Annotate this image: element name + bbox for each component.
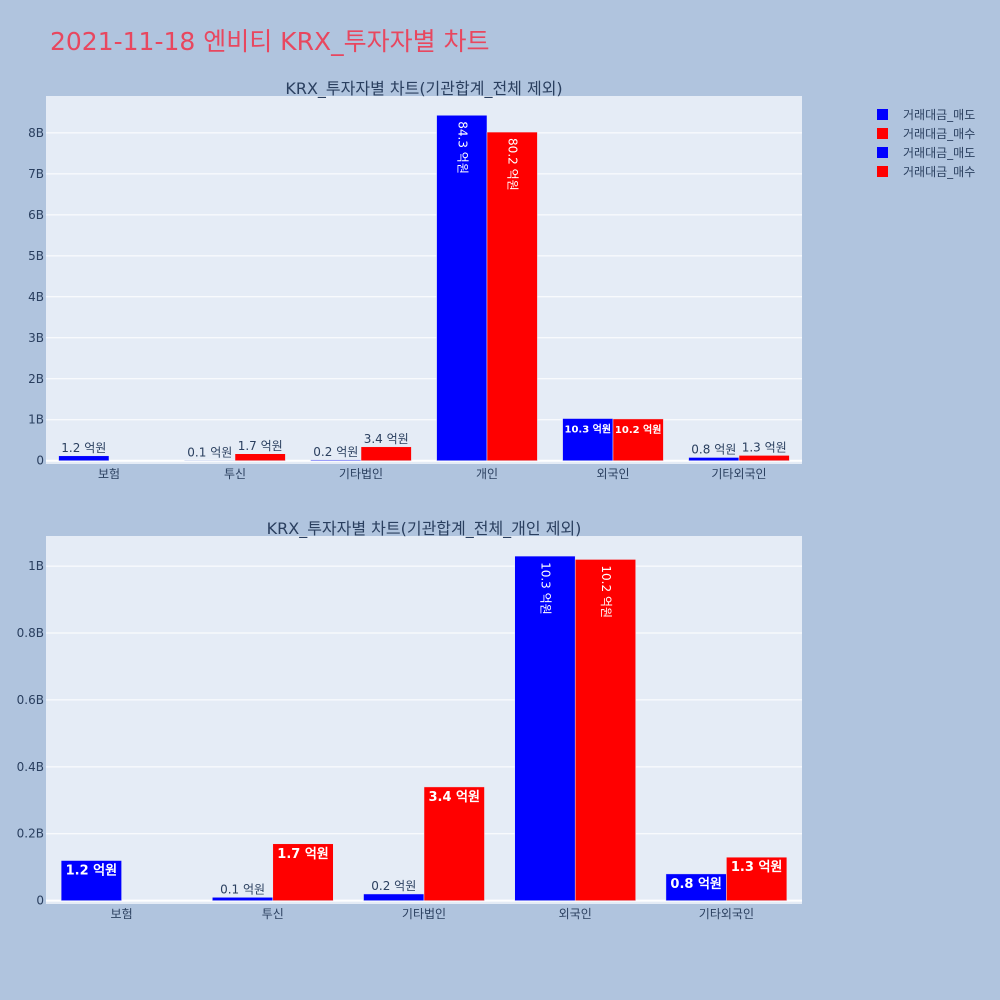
x-tick-label: 보험 — [111, 907, 133, 921]
y-tick-label: 5B — [28, 249, 44, 263]
y-tick-label: 0.4B — [17, 760, 44, 774]
bar-sell — [58, 455, 110, 461]
bar-sell — [514, 555, 576, 901]
y-tick-label: 1B — [28, 559, 44, 573]
bar-buy — [423, 786, 485, 901]
data-label: 10.2 억원 — [615, 423, 662, 436]
chart-institution-individual-excluded: 0 0.2B 0.4B 0.6B 0.8B 1B KRX_투자자별 차트(기관합계_전체_개… — [17, 519, 802, 921]
legend-label[interactable]: 거래대금_매도 — [903, 108, 975, 122]
bar-buy — [234, 453, 286, 461]
chart-title: KRX_투자자별 차트(기관합계_전체_개인 제외) — [267, 519, 582, 539]
bar-buy — [726, 856, 788, 901]
data-label: 1.3 억원 — [742, 440, 787, 454]
bar-buy — [272, 843, 334, 901]
x-tick-label: 외국인 — [559, 907, 592, 921]
data-label: 84.3 억원 — [455, 121, 469, 174]
legend-swatch[interactable] — [877, 166, 888, 177]
data-label: 0.1 억원 — [220, 882, 265, 896]
data-label: 0.8 억원 — [691, 442, 736, 456]
bar-sell — [310, 459, 362, 461]
data-label: 3.4 억원 — [428, 790, 479, 805]
plot-area — [46, 96, 802, 464]
y-tick-label: 2B — [28, 372, 44, 386]
x-tick-label: 기타법인 — [339, 467, 383, 481]
legend-swatch[interactable] — [877, 109, 888, 120]
bar-sell — [60, 860, 122, 901]
x-tick-label: 투신 — [262, 907, 284, 921]
legend-label[interactable]: 거래대금_매도 — [903, 146, 975, 160]
bar-buy — [574, 559, 636, 901]
bar-sell — [665, 873, 727, 901]
data-label: 1.2 억원 — [61, 441, 106, 455]
data-label: 80.2 억원 — [506, 138, 520, 191]
y-tick-label: 8B — [28, 126, 44, 140]
y-tick-label: 0 — [36, 454, 44, 468]
x-tick-label: 기타법인 — [402, 907, 446, 921]
bar-buy — [360, 446, 412, 461]
bar-buy — [486, 131, 538, 461]
x-tick-label: 기타외국인 — [711, 467, 766, 481]
y-tick-label: 0 — [36, 894, 44, 908]
bar-buy — [738, 455, 790, 461]
data-label: 10.3 억원 — [538, 562, 552, 615]
y-tick-label: 0.2B — [17, 827, 44, 841]
bar-sell — [212, 897, 274, 901]
x-tick-label: 외국인 — [596, 467, 629, 481]
data-label: 0.2 억원 — [313, 445, 358, 459]
data-label: 1.7 억원 — [238, 439, 283, 453]
bar-sell — [562, 418, 614, 461]
chart-institution-excluded: 0 1B 2B 3B 4B 5B 6B 7B 8B KRX_투자자별 차트(기관합계_전체 제외)… — [28, 79, 802, 481]
legend-label[interactable]: 거래대금_매수 — [903, 165, 975, 179]
data-label: 10.3 억원 — [565, 423, 612, 436]
y-tick-label: 0.6B — [17, 693, 44, 707]
data-label: 1.3 억원 — [731, 860, 782, 875]
x-tick-label: 개인 — [476, 467, 498, 481]
bar-sell — [688, 457, 740, 461]
y-tick-label: 1B — [28, 413, 44, 427]
data-label: 0.8 억원 — [670, 877, 721, 892]
data-label: 10.2 억원 — [599, 565, 613, 618]
y-tick-label: 7B — [28, 167, 44, 181]
legend-swatch[interactable] — [877, 147, 888, 158]
legend-swatch[interactable] — [877, 128, 888, 139]
chart-title: KRX_투자자별 차트(기관합계_전체 제외) — [285, 79, 562, 99]
y-tick-label: 3B — [28, 331, 44, 345]
legend-label[interactable]: 거래대금_매수 — [903, 127, 975, 141]
bar-buy — [612, 418, 664, 461]
x-tick-label: 기타외국인 — [699, 907, 754, 921]
data-label: 1.2 억원 — [66, 864, 117, 879]
x-tick-label: 보험 — [98, 467, 120, 481]
data-label: 0.1 억원 — [187, 445, 232, 459]
page-title: 2021-11-18 엔비티 KRX_투자자별 차트 — [50, 27, 490, 56]
y-tick-label: 4B — [28, 290, 44, 304]
bar-sell — [363, 893, 425, 901]
bar-sell — [436, 115, 488, 461]
data-label: 3.4 억원 — [364, 432, 409, 446]
x-tick-label: 투신 — [224, 467, 246, 481]
y-tick-label: 0.8B — [17, 626, 44, 640]
data-label: 0.2 억원 — [371, 879, 416, 893]
y-tick-label: 6B — [28, 208, 44, 222]
data-label: 1.7 억원 — [277, 847, 328, 862]
